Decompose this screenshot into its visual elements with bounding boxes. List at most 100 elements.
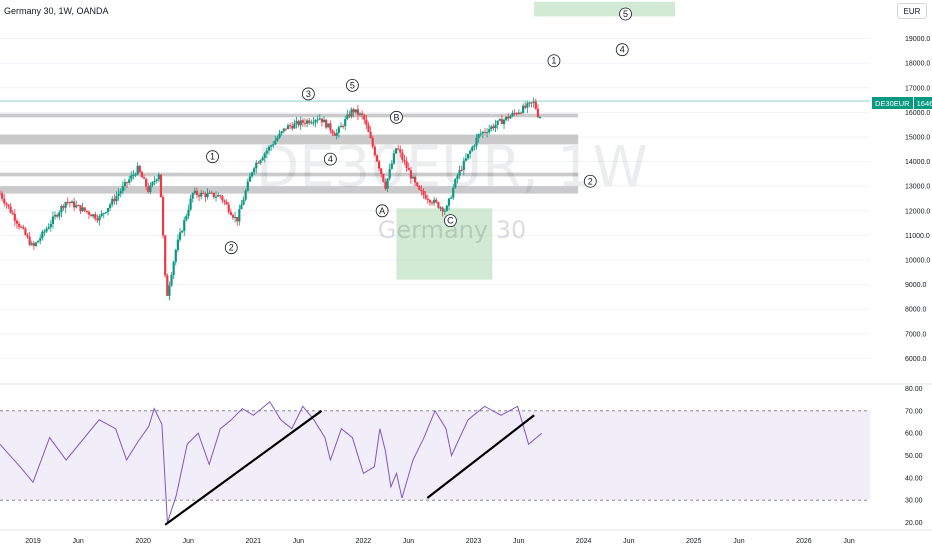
candle-body	[208, 192, 211, 194]
candle-body	[401, 152, 404, 160]
candle-body	[214, 196, 218, 198]
candle-body	[314, 120, 317, 123]
rsi-axis-label: 80.00	[905, 386, 923, 393]
candle-body	[272, 144, 275, 146]
candle-body	[24, 228, 27, 235]
candle-body	[399, 149, 402, 153]
target-zone-box	[534, 1, 676, 17]
candle-body	[513, 112, 516, 114]
candle-body	[68, 202, 71, 204]
candle-body	[73, 201, 76, 208]
rsi-band	[0, 410, 870, 501]
candle-body	[471, 146, 474, 151]
time-axis-label: Jun	[733, 538, 744, 545]
rsi-axis-label: 20.00	[905, 520, 923, 527]
candle-body	[168, 285, 171, 296]
candle-body	[377, 161, 381, 169]
candle-body	[350, 109, 353, 117]
currency-button[interactable]: EUR	[897, 3, 927, 19]
candle-body	[426, 198, 429, 201]
time-axis-label: 2025	[686, 538, 702, 545]
candle-body	[176, 239, 179, 250]
wave-label-circle	[444, 214, 457, 228]
candle-body	[5, 203, 8, 205]
candle-body	[28, 236, 31, 245]
candle-body	[488, 129, 491, 133]
wave-label-text: 5	[350, 80, 355, 90]
price-axis-label: 14000.0	[905, 159, 930, 166]
candle-body	[437, 202, 440, 208]
rsi-trendline	[426, 414, 535, 499]
candle-body	[367, 124, 370, 133]
candle-body	[147, 186, 150, 192]
rsi-line	[0, 401, 543, 523]
candle-body	[310, 122, 313, 124]
candle-body	[189, 198, 192, 210]
candle-body	[428, 200, 432, 203]
candle-body	[138, 165, 141, 173]
candle-body	[422, 191, 425, 195]
chart-title: Germany 30, 1W, OANDA	[4, 6, 109, 16]
candle-body	[191, 193, 194, 199]
wave-label-circle	[206, 150, 219, 164]
axes-layer: 19000.018000.017000.016000.015000.014000…	[0, 36, 932, 545]
candle-body	[532, 101, 535, 103]
candle-body	[348, 114, 351, 117]
candle-body	[524, 105, 527, 108]
candle-body	[445, 205, 448, 211]
candle-body	[452, 187, 455, 198]
candle-body	[17, 223, 21, 227]
candle-body	[528, 102, 531, 104]
candle-body	[496, 120, 499, 125]
candle-body	[62, 206, 65, 208]
wave-label-text: 4	[620, 45, 625, 55]
candle-body	[225, 201, 228, 205]
rsi-axis-label: 50.00	[905, 453, 923, 460]
candle-body	[515, 113, 518, 115]
candle-body	[170, 274, 173, 286]
candle-body	[255, 162, 258, 169]
candle-body	[259, 160, 262, 164]
candle-body	[358, 113, 362, 115]
candle-body	[102, 213, 105, 215]
candle-body	[284, 128, 288, 130]
candle-body	[15, 220, 19, 224]
candle-body	[119, 191, 122, 194]
time-axis-label: Jun	[183, 538, 194, 545]
candle-body	[204, 193, 207, 198]
wave-label-circle	[224, 241, 238, 255]
candle-body	[475, 138, 478, 146]
candle-body	[246, 181, 249, 191]
candle-body	[375, 155, 379, 162]
candle-body	[392, 153, 396, 164]
candle-body	[320, 118, 324, 123]
candle-body	[403, 159, 406, 162]
candle-body	[206, 193, 209, 198]
candle-body	[509, 115, 512, 119]
candle-body	[456, 175, 459, 179]
support-resistance-band	[0, 172, 579, 177]
candle-body	[443, 210, 446, 212]
candle-body	[301, 120, 304, 123]
candle-body	[111, 198, 114, 205]
wave-labels-layer: 1 2 3 4 5 A B C 1 2 4 5	[206, 7, 632, 255]
wave-label-text: 3	[306, 89, 311, 99]
time-axis-label: Jun	[513, 538, 524, 545]
candle-body	[492, 126, 495, 129]
candle-body	[253, 168, 256, 173]
candle-body	[164, 235, 167, 276]
candle-body	[236, 217, 239, 222]
candle-body	[121, 186, 124, 192]
candle-body	[39, 238, 42, 241]
candle-body	[183, 219, 186, 231]
candle-body	[267, 146, 271, 151]
time-axis-label: 2024	[576, 538, 592, 545]
candle-body	[178, 232, 182, 240]
candle-body	[87, 211, 91, 215]
wave-label-text: 1	[210, 152, 215, 162]
candle-body	[77, 205, 80, 207]
candle-body	[479, 133, 482, 135]
candle-body	[37, 240, 40, 243]
candle-body	[519, 112, 523, 114]
